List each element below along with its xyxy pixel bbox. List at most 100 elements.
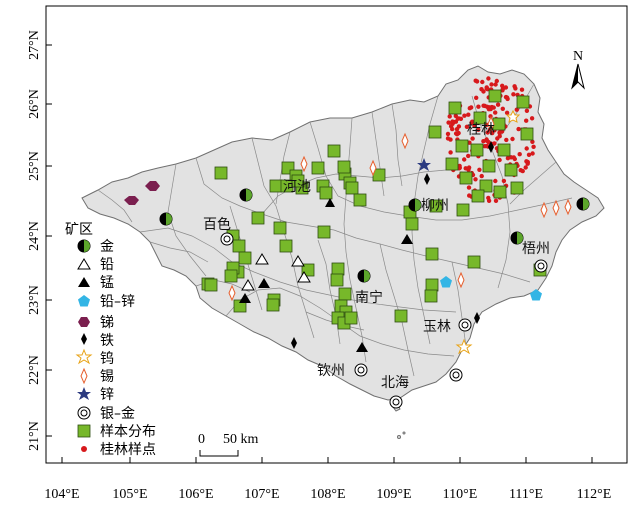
city-label-nanning: 南宁 (355, 289, 383, 306)
guilin-sample-dot (524, 108, 530, 114)
sample-distribution (201, 89, 547, 330)
legend-symbol-guilin-dot-icon (81, 446, 87, 452)
sample-point-marker (493, 185, 507, 199)
city-label-qinzhou: 钦州 (317, 363, 345, 379)
legend-symbol-manganese-icon (78, 277, 90, 287)
sample-point-marker (214, 166, 228, 180)
guilin-sample-dot (477, 167, 482, 172)
sample-point-marker (279, 239, 293, 253)
sample-point-marker (232, 239, 246, 253)
tungsten-site-marker (455, 338, 473, 355)
sample-point-marker (311, 161, 325, 175)
x-tick-label: 112°E (577, 487, 612, 502)
guilin-sample-dot (485, 130, 490, 135)
sample-point-marker (353, 193, 367, 207)
guilin-sample-dot (504, 110, 510, 116)
guilin-sample-dot (466, 165, 472, 170)
guilin-sample-dot (524, 118, 529, 123)
guilin-sample-dot (482, 103, 488, 109)
tick-marks (46, 44, 593, 463)
y-tick-label: 27°N (27, 30, 42, 60)
iron-site-marker (474, 312, 480, 324)
sample-point-marker (510, 181, 524, 195)
guilin-sample-dot (457, 163, 462, 169)
gold-site-marker (159, 212, 173, 226)
silver-gold-site-marker (389, 395, 403, 409)
tin-site-marker (369, 159, 377, 177)
guilin-sample-dot (462, 113, 467, 118)
guilin-sample-dot (463, 166, 468, 171)
y-tick-label: 23°N (27, 285, 42, 315)
legend-symbol-lead-zinc-icon (78, 295, 90, 307)
guilin-sample-dot (494, 78, 499, 84)
sample-point-marker (445, 157, 459, 171)
iron-site-marker (424, 173, 430, 185)
tungsten-site-marker (505, 109, 521, 123)
iron-site-marker (291, 337, 297, 349)
x-tick-label: 108°E (310, 487, 345, 502)
antimony-site-marker (124, 196, 139, 205)
guilin-sample-dot (524, 146, 529, 151)
lead-site-marker (297, 271, 311, 283)
north-arrow: N (571, 49, 585, 90)
guilin-sample-dot (462, 157, 467, 162)
guilin-sample-dot (450, 119, 455, 124)
y-tick-label: 24°N (27, 221, 42, 251)
tin-site-marker (300, 155, 308, 173)
guilin-sample-dot (455, 116, 461, 121)
sample-point-marker (516, 95, 530, 109)
sample-point-marker (467, 255, 481, 269)
sample-point-marker (224, 269, 238, 283)
sample-point-marker (455, 139, 469, 153)
guilin-sample-dot (501, 178, 507, 184)
sample-point-marker (520, 127, 534, 141)
guilin-sample-dot (491, 105, 496, 110)
x-tick-label: 110°E (443, 487, 478, 502)
guilin-sample-dot (486, 107, 492, 112)
silver-gold-site-marker (449, 368, 463, 382)
guilin-sample-dot (448, 124, 454, 129)
mineral-sites (124, 109, 590, 409)
sample-point-marker (319, 186, 333, 200)
gold-site-marker (357, 269, 371, 283)
lead-site-marker (291, 255, 305, 267)
guilin-sample-dot (530, 139, 535, 144)
y-tick-label: 21°N (27, 421, 42, 451)
guilin-sample-dot (446, 120, 451, 125)
manganese-site-marker (239, 293, 251, 303)
guilin-sample-dot (447, 114, 452, 119)
sample-point-marker (471, 189, 485, 203)
manganese-site-marker (325, 198, 335, 207)
guilin-sample-dot (531, 144, 536, 149)
sample-point-marker (479, 179, 493, 193)
guilin-sample-dot (517, 152, 522, 157)
sample-point-marker (251, 211, 265, 225)
guilin-sample-dot (473, 177, 478, 182)
islands (392, 404, 406, 439)
guilin-sample-dot (505, 96, 510, 102)
sample-point-marker (429, 199, 443, 213)
sample-point-marker (337, 160, 351, 174)
tin-site-marker (552, 199, 560, 217)
tin-site-marker (564, 198, 572, 216)
legend-label: 锑 (100, 315, 114, 331)
silver-gold-site-marker (534, 259, 548, 273)
guilin-sample-dot (479, 173, 484, 179)
x-tick-label: 109°E (376, 487, 411, 502)
guilin-sample-dot (526, 152, 532, 157)
guilin-sample-dot (476, 104, 481, 109)
tin-site-marker (228, 284, 236, 302)
legend-label: 样本分布 (100, 424, 156, 440)
legend-label: 锡 (100, 369, 114, 385)
sample-point-marker (204, 278, 218, 292)
gold-site-marker (576, 197, 590, 211)
manganese-site-marker (356, 342, 368, 352)
guilin-sample-dot (466, 153, 471, 159)
guilin-sample-dot (504, 137, 509, 143)
sample-point-marker (291, 174, 305, 188)
lead-zinc-site-marker (530, 289, 542, 301)
guilin-sample-dot (479, 87, 484, 92)
sample-point-marker (482, 159, 496, 173)
silver-gold-site-marker (220, 232, 234, 246)
legend-symbol-gold-icon (77, 239, 91, 253)
